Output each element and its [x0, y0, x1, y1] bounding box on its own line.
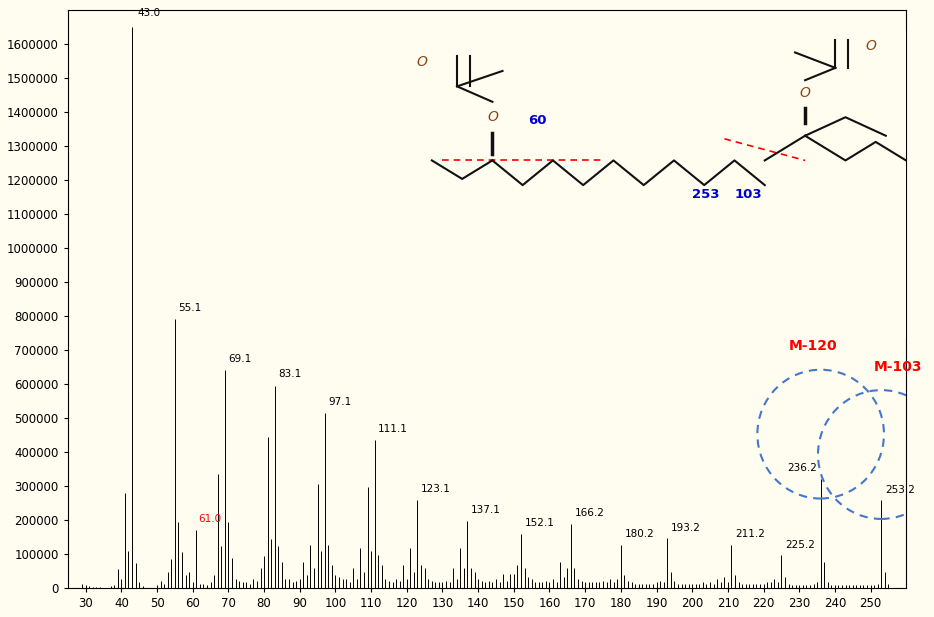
Text: 253.2: 253.2: [884, 484, 914, 494]
Text: 123.1: 123.1: [421, 484, 451, 494]
Text: O: O: [865, 39, 876, 53]
Text: 253: 253: [692, 188, 719, 201]
Text: O: O: [800, 86, 811, 99]
Text: 166.2: 166.2: [574, 508, 604, 518]
Text: 69.1: 69.1: [229, 354, 251, 363]
Text: 152.1: 152.1: [525, 518, 555, 528]
Text: 137.1: 137.1: [471, 505, 501, 515]
Text: 43.0: 43.0: [137, 9, 161, 19]
Text: O: O: [487, 110, 498, 124]
Text: 61.0: 61.0: [198, 514, 221, 524]
Text: 111.1: 111.1: [378, 424, 408, 434]
Text: 193.2: 193.2: [671, 523, 700, 532]
Text: 236.2: 236.2: [786, 463, 816, 473]
Text: 103: 103: [734, 188, 762, 201]
Text: 97.1: 97.1: [328, 397, 351, 407]
Text: 60: 60: [528, 114, 546, 127]
Text: M-103: M-103: [874, 360, 923, 374]
Text: 225.2: 225.2: [785, 540, 814, 550]
Text: 180.2: 180.2: [625, 529, 654, 539]
Text: 83.1: 83.1: [278, 369, 302, 379]
Text: M-120: M-120: [788, 339, 837, 354]
Text: 211.2: 211.2: [735, 529, 765, 539]
Text: O: O: [417, 55, 427, 68]
Text: 55.1: 55.1: [178, 302, 202, 313]
